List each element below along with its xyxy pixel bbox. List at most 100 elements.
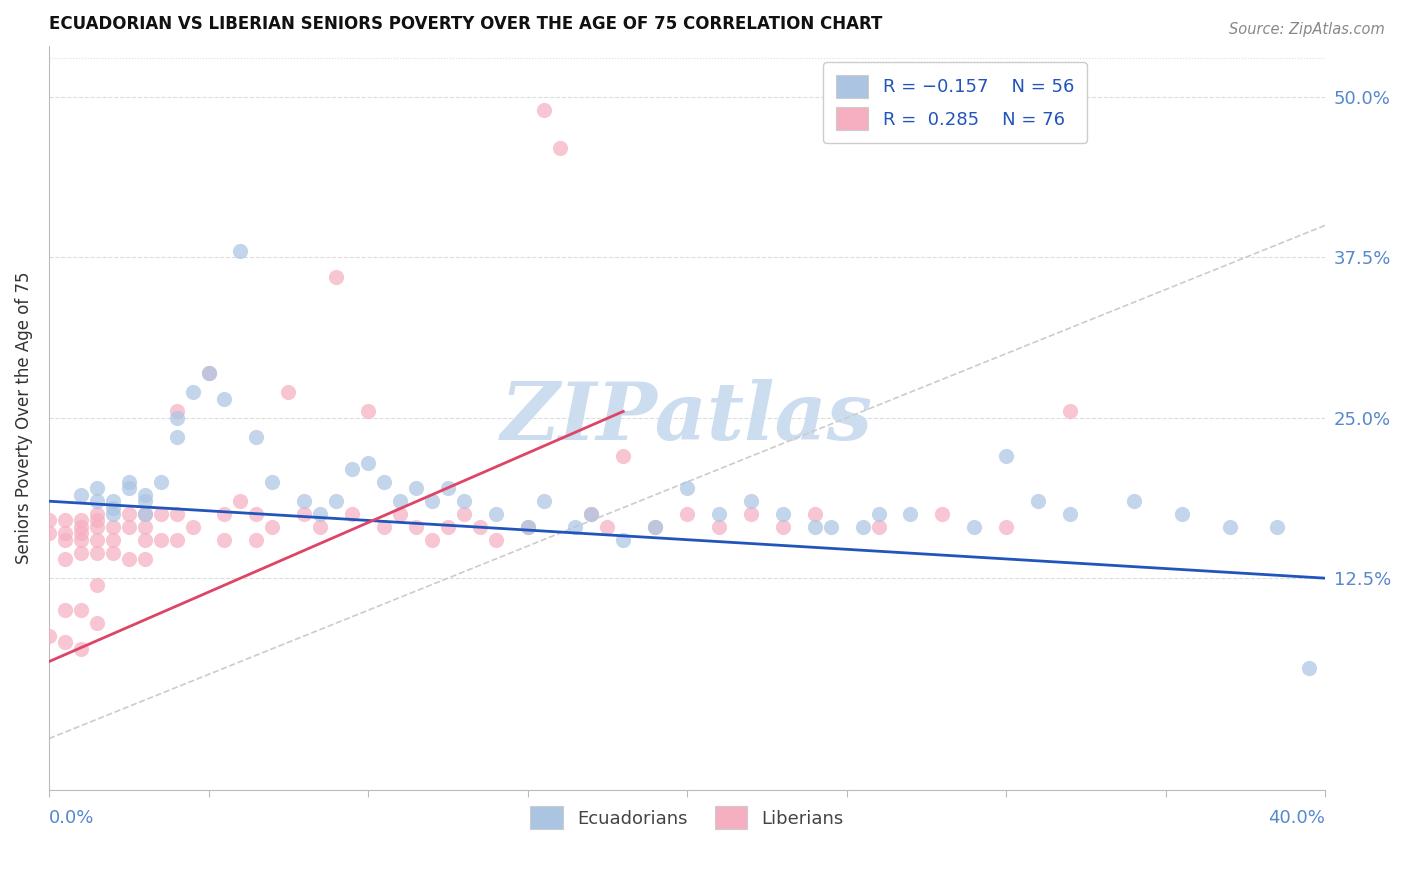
Point <box>533 103 555 117</box>
Point <box>931 507 953 521</box>
Point <box>963 520 986 534</box>
Point <box>1219 520 1241 534</box>
Point <box>309 520 332 534</box>
Point <box>277 385 299 400</box>
Point <box>468 520 491 534</box>
Point <box>292 507 315 521</box>
Point <box>53 552 76 566</box>
Point <box>86 513 108 527</box>
Point <box>86 533 108 547</box>
Point <box>214 392 236 406</box>
Point <box>118 552 141 566</box>
Point <box>166 507 188 521</box>
Point <box>214 507 236 521</box>
Point <box>644 520 666 534</box>
Point <box>229 494 252 508</box>
Point <box>707 507 730 521</box>
Point <box>181 520 204 534</box>
Point <box>388 494 411 508</box>
Point <box>70 545 93 559</box>
Point <box>197 366 219 380</box>
Point <box>245 507 267 521</box>
Point <box>214 533 236 547</box>
Point <box>437 520 460 534</box>
Point <box>197 366 219 380</box>
Point <box>134 507 156 521</box>
Point <box>149 533 172 547</box>
Point <box>101 494 124 508</box>
Point <box>70 520 93 534</box>
Point <box>1026 494 1049 508</box>
Point <box>516 520 538 534</box>
Point <box>373 520 395 534</box>
Point <box>181 385 204 400</box>
Point <box>340 507 363 521</box>
Point <box>676 481 699 495</box>
Point <box>373 475 395 489</box>
Point <box>900 507 922 521</box>
Point <box>262 520 284 534</box>
Point <box>1059 507 1081 521</box>
Point <box>1059 404 1081 418</box>
Point <box>405 481 427 495</box>
Point <box>53 526 76 541</box>
Point <box>149 507 172 521</box>
Text: 40.0%: 40.0% <box>1268 809 1326 827</box>
Point <box>70 603 93 617</box>
Point <box>420 533 443 547</box>
Point <box>485 533 508 547</box>
Point <box>166 404 188 418</box>
Point <box>292 494 315 508</box>
Point <box>229 244 252 258</box>
Point <box>868 507 890 521</box>
Legend: Ecuadorians, Liberians: Ecuadorians, Liberians <box>523 799 851 837</box>
Point <box>644 520 666 534</box>
Text: Source: ZipAtlas.com: Source: ZipAtlas.com <box>1229 22 1385 37</box>
Point <box>149 475 172 489</box>
Point <box>245 430 267 444</box>
Point <box>86 545 108 559</box>
Point <box>868 520 890 534</box>
Point <box>740 494 762 508</box>
Point <box>995 450 1018 464</box>
Point <box>101 500 124 515</box>
Point <box>453 494 475 508</box>
Point <box>70 526 93 541</box>
Point <box>340 462 363 476</box>
Point <box>101 533 124 547</box>
Point <box>596 520 619 534</box>
Point <box>86 616 108 631</box>
Point <box>803 520 825 534</box>
Point <box>1267 520 1289 534</box>
Point <box>38 513 60 527</box>
Point <box>70 513 93 527</box>
Point <box>612 533 634 547</box>
Point <box>309 507 332 521</box>
Point <box>101 507 124 521</box>
Point <box>357 456 380 470</box>
Point <box>325 269 347 284</box>
Point <box>564 520 586 534</box>
Point <box>118 520 141 534</box>
Point <box>166 410 188 425</box>
Point <box>612 450 634 464</box>
Text: 0.0%: 0.0% <box>49 809 94 827</box>
Point <box>262 475 284 489</box>
Y-axis label: Seniors Poverty Over the Age of 75: Seniors Poverty Over the Age of 75 <box>15 271 32 564</box>
Point <box>437 481 460 495</box>
Point <box>134 520 156 534</box>
Point <box>118 475 141 489</box>
Point <box>86 520 108 534</box>
Point <box>581 507 603 521</box>
Point <box>676 507 699 521</box>
Point <box>118 507 141 521</box>
Point <box>70 641 93 656</box>
Point <box>86 494 108 508</box>
Point <box>134 533 156 547</box>
Text: ECUADORIAN VS LIBERIAN SENIORS POVERTY OVER THE AGE OF 75 CORRELATION CHART: ECUADORIAN VS LIBERIAN SENIORS POVERTY O… <box>49 15 883 33</box>
Point <box>53 635 76 649</box>
Point <box>86 577 108 591</box>
Point <box>166 533 188 547</box>
Point <box>1122 494 1144 508</box>
Point <box>995 520 1018 534</box>
